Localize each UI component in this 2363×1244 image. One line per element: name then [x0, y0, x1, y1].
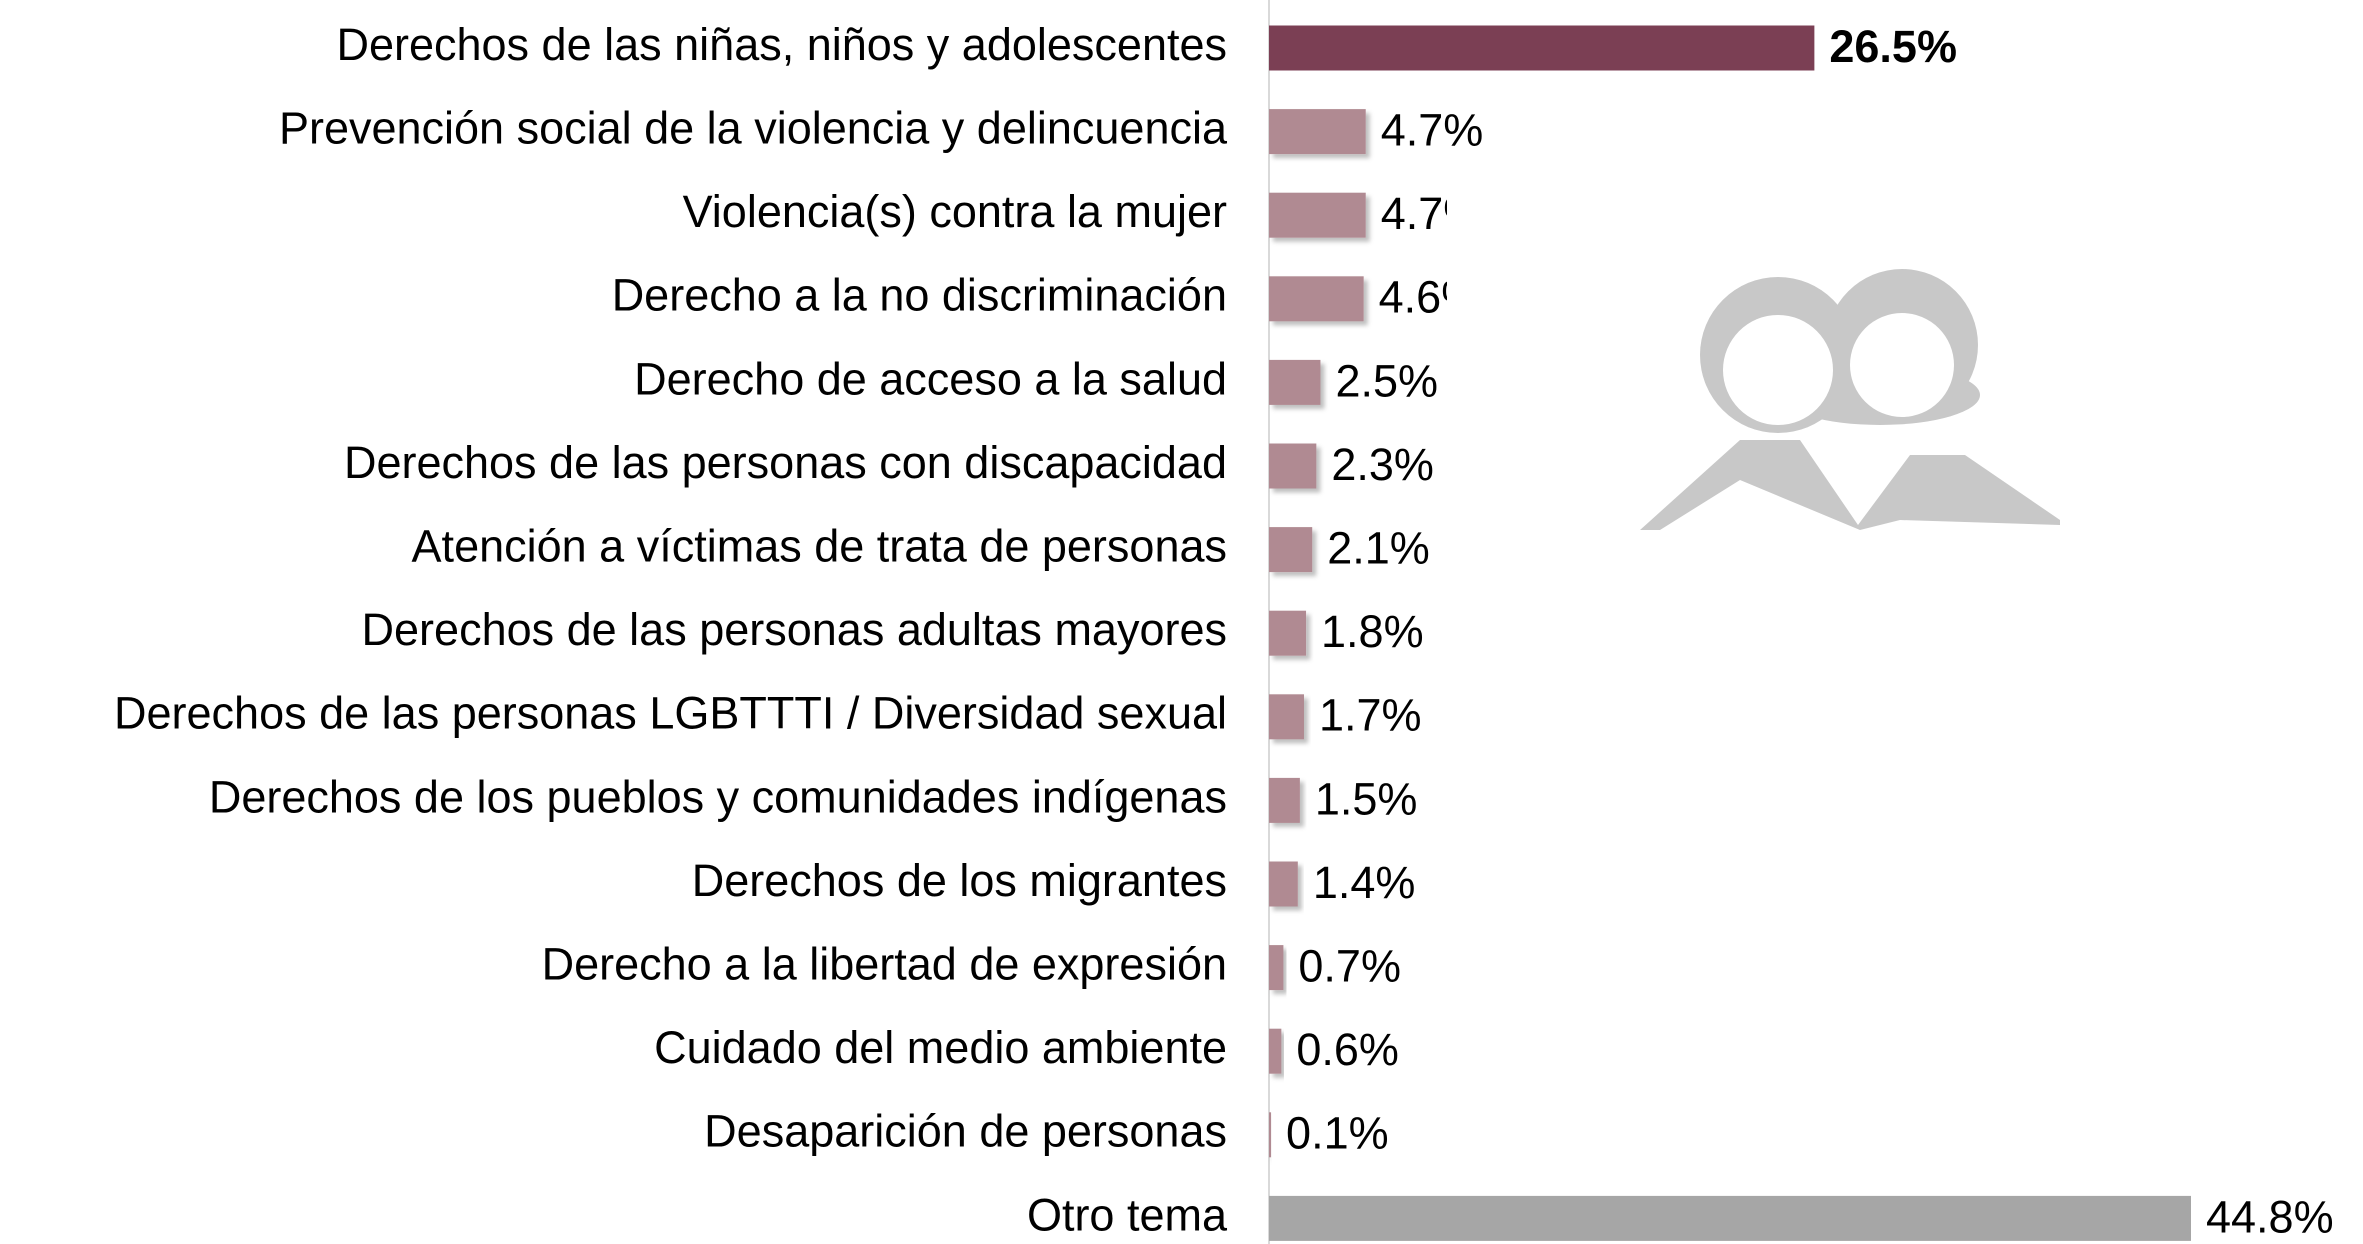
children-icon	[1447, 172, 2097, 572]
category-label: Atención a víctimas de trata de personas	[412, 520, 1227, 571]
data-label: 1.5%	[1315, 773, 1418, 824]
category-label: Violencia(s) contra la mujer	[683, 186, 1227, 237]
data-label: 2.5%	[1335, 355, 1438, 406]
data-label: 1.8%	[1321, 606, 1424, 657]
data-label: 0.1%	[1286, 1108, 1389, 1159]
category-label: Prevención social de la violencia y deli…	[279, 102, 1228, 153]
bar	[1269, 25, 1815, 71]
data-label: 0.6%	[1296, 1024, 1399, 1075]
bar	[1269, 610, 1307, 656]
category-label: Derecho a la no discriminación	[612, 270, 1227, 321]
bar	[1269, 945, 1284, 991]
data-label: 1.7%	[1319, 690, 1422, 741]
category-label: Derechos de las personas LGBTTTI / Diver…	[114, 688, 1227, 739]
data-label: 4.7%	[1381, 104, 1484, 155]
bar	[1269, 694, 1304, 740]
data-label: 1.4%	[1313, 857, 1416, 908]
data-label: 26.5%	[1829, 21, 1957, 72]
category-label: Desaparición de personas	[704, 1106, 1227, 1157]
category-label: Otro tema	[1027, 1189, 1228, 1240]
bar	[1269, 1028, 1282, 1074]
category-label: Derechos de los pueblos y comunidades in…	[209, 771, 1227, 822]
bar	[1269, 359, 1321, 405]
labels: Derechos de las niñas, niños y adolescen…	[114, 19, 2334, 1242]
category-label: Derechos de las personas con discapacida…	[344, 437, 1227, 488]
bar	[1269, 861, 1298, 907]
data-label: 44.8%	[2206, 1191, 2334, 1242]
bar	[1269, 1195, 2191, 1241]
category-label: Derechos de los migrantes	[692, 855, 1227, 906]
category-label: Derecho de acceso a la salud	[634, 353, 1227, 404]
bar	[1269, 527, 1313, 573]
bars	[1268, 0, 2191, 1244]
bar	[1269, 276, 1364, 322]
bar	[1269, 109, 1366, 155]
category-label: Derechos de las personas adultas mayores	[362, 604, 1227, 655]
bar	[1269, 777, 1300, 823]
data-label: 2.1%	[1327, 522, 1430, 573]
bar	[1269, 192, 1366, 238]
category-label: Cuidado del medio ambiente	[654, 1022, 1227, 1073]
data-label: 2.3%	[1331, 439, 1434, 490]
category-label: Derecho a la libertad de expresión	[542, 938, 1227, 989]
category-label: Derechos de las niñas, niños y adolescen…	[336, 19, 1227, 70]
bar	[1269, 1112, 1272, 1158]
bar	[1269, 443, 1317, 489]
data-label: 0.7%	[1298, 940, 1401, 991]
